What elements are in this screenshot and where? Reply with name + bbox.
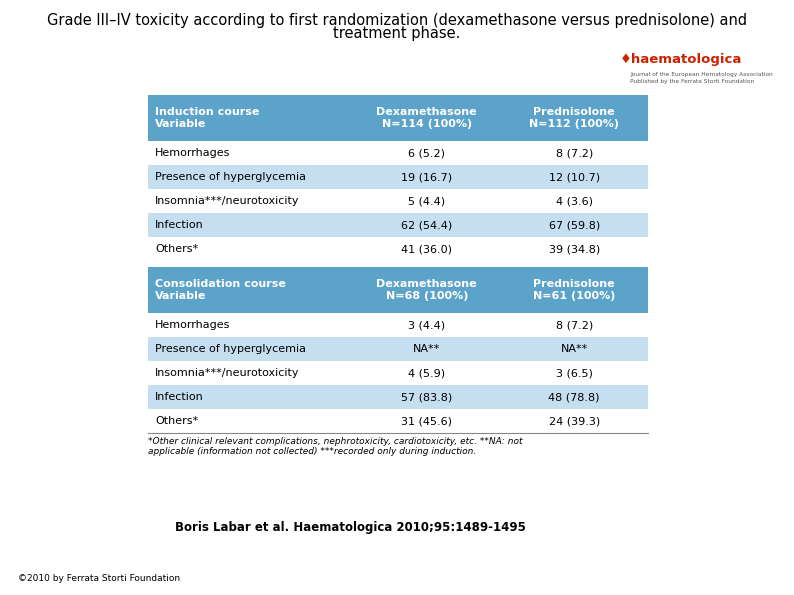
- Text: Infection: Infection: [155, 392, 204, 402]
- Text: 6 (5.2): 6 (5.2): [408, 148, 445, 158]
- Text: Journal of the European Hematology Association
Published by the Ferrata Storti F: Journal of the European Hematology Assoc…: [630, 72, 773, 84]
- Text: 41 (36.0): 41 (36.0): [401, 244, 453, 254]
- Text: 4 (5.9): 4 (5.9): [408, 368, 445, 378]
- Text: Hemorrhages: Hemorrhages: [155, 320, 230, 330]
- Text: Others*: Others*: [155, 416, 198, 426]
- Text: Presence of hyperglycemia: Presence of hyperglycemia: [155, 344, 306, 354]
- Text: 62 (54.4): 62 (54.4): [401, 220, 453, 230]
- Bar: [148, 385, 648, 409]
- Text: Presence of hyperglycemia: Presence of hyperglycemia: [155, 172, 306, 182]
- Text: Insomnia***/neurotoxicity: Insomnia***/neurotoxicity: [155, 368, 299, 378]
- Text: 8 (7.2): 8 (7.2): [556, 320, 593, 330]
- Bar: [148, 165, 648, 189]
- Bar: [148, 237, 648, 261]
- Bar: [148, 141, 648, 165]
- Text: Prednisolone
N=61 (100%): Prednisolone N=61 (100%): [533, 279, 615, 301]
- Text: 3 (4.4): 3 (4.4): [408, 320, 445, 330]
- Bar: [148, 337, 648, 361]
- Text: 4 (3.6): 4 (3.6): [556, 196, 593, 206]
- Text: Consolidation course
Variable: Consolidation course Variable: [155, 279, 286, 301]
- Bar: [148, 409, 648, 433]
- Text: ♦haematologica: ♦haematologica: [620, 54, 742, 67]
- Bar: [148, 361, 648, 385]
- Text: Grade III–IV toxicity according to first randomization (dexamethasone versus pre: Grade III–IV toxicity according to first…: [47, 13, 747, 28]
- Text: 31 (45.6): 31 (45.6): [401, 416, 453, 426]
- Text: Insomnia***/neurotoxicity: Insomnia***/neurotoxicity: [155, 196, 299, 206]
- Text: NA**: NA**: [561, 344, 588, 354]
- Text: applicable (information not collected) ***recorded only during induction.: applicable (information not collected) *…: [148, 447, 476, 456]
- Text: 24 (39.3): 24 (39.3): [549, 416, 600, 426]
- Bar: [148, 189, 648, 213]
- Text: 39 (34.8): 39 (34.8): [549, 244, 600, 254]
- Text: *Other clinical relevant complications, nephrotoxicity, cardiotoxicity, etc. **N: *Other clinical relevant complications, …: [148, 437, 522, 446]
- Text: Induction course
Variable: Induction course Variable: [155, 107, 260, 129]
- Text: Others*: Others*: [155, 244, 198, 254]
- Text: Prednisolone
N=112 (100%): Prednisolone N=112 (100%): [530, 107, 619, 129]
- Text: 5 (4.4): 5 (4.4): [408, 196, 445, 206]
- Bar: [148, 267, 648, 313]
- Text: Hemorrhages: Hemorrhages: [155, 148, 230, 158]
- Text: Dexamethasone
N=68 (100%): Dexamethasone N=68 (100%): [376, 279, 477, 301]
- Text: 67 (59.8): 67 (59.8): [549, 220, 600, 230]
- Text: 3 (6.5): 3 (6.5): [556, 368, 592, 378]
- Text: NA**: NA**: [413, 344, 441, 354]
- Bar: [148, 95, 648, 141]
- Text: 8 (7.2): 8 (7.2): [556, 148, 593, 158]
- Text: ©2010 by Ferrata Storti Foundation: ©2010 by Ferrata Storti Foundation: [18, 574, 180, 583]
- Bar: [148, 213, 648, 237]
- Text: 48 (78.8): 48 (78.8): [549, 392, 600, 402]
- Text: treatment phase.: treatment phase.: [333, 26, 461, 41]
- Text: Infection: Infection: [155, 220, 204, 230]
- Text: 19 (16.7): 19 (16.7): [401, 172, 453, 182]
- Text: Dexamethasone
N=114 (100%): Dexamethasone N=114 (100%): [376, 107, 477, 129]
- Text: Boris Labar et al. Haematologica 2010;95:1489-1495: Boris Labar et al. Haematologica 2010;95…: [175, 521, 526, 534]
- Text: 57 (83.8): 57 (83.8): [401, 392, 453, 402]
- Text: 12 (10.7): 12 (10.7): [549, 172, 599, 182]
- Bar: [148, 313, 648, 337]
